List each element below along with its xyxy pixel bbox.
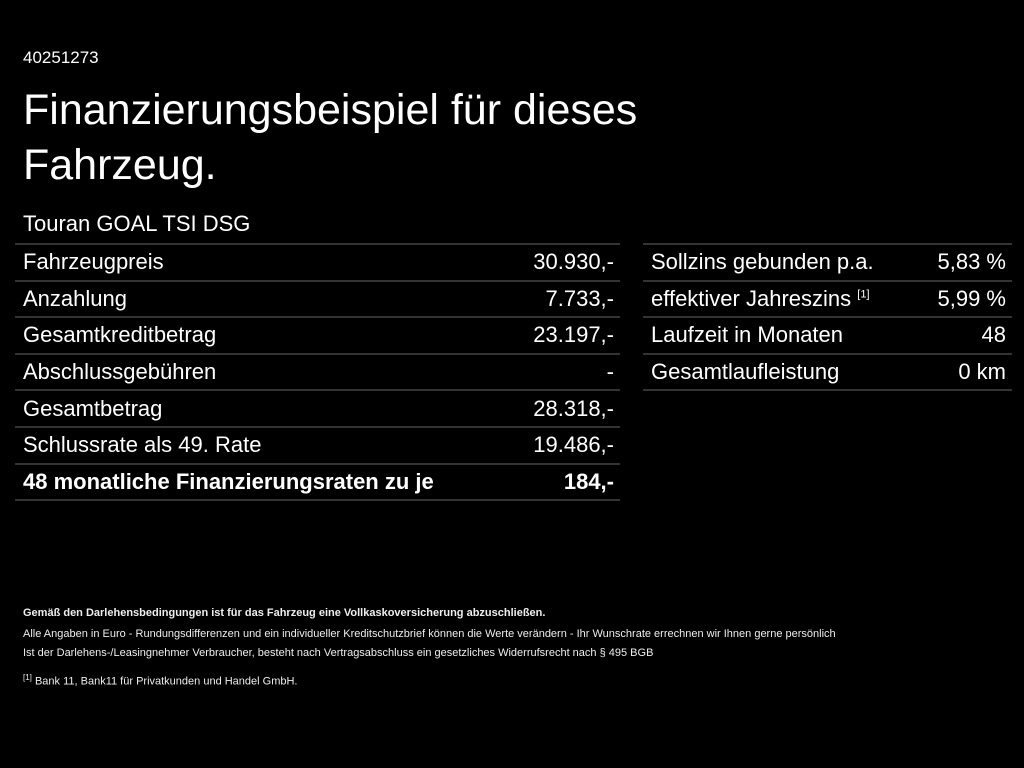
label-text: Schlussrate als 49. Rate [23,432,262,458]
row-value: 184,- [563,468,614,494]
row-label: Abschlussgebühren [23,359,216,385]
label-text: 48 monatliche Finanzierungsraten zu je [23,468,434,494]
label-text: Anzahlung [23,285,127,311]
label-text: Gesamtkreditbetrag [23,322,217,348]
row-label: Laufzeit in Monaten [651,322,843,348]
label-text: Gesamtbetrag [23,395,163,421]
row-label: Gesamtkreditbetrag [23,322,216,348]
table-row: Sollzins gebunden p.a. 5,83 % [643,243,1012,280]
label-text: Sollzins gebunden p.a. [651,249,874,275]
table-row: Anzahlung 7.733,- [15,279,620,317]
footnote: [1] Bank 11, Bank11 für Privatkunden und… [23,673,298,688]
row-value: 19.486,- [533,432,614,458]
row-label: Sollzins gebunden p.a. [651,249,874,275]
label-text: Gesamtlaufleistung [651,359,840,385]
row-value: 23.197,- [533,322,614,348]
footnote-ref: [1] [857,288,870,301]
row-label: Schlussrate als 49. Rate [23,432,261,458]
table-row: Gesamtbetrag 28.318,- [15,389,620,426]
row-value: - [606,359,614,385]
insurance-note: Gemäß den Darlehensbedingungen ist für d… [23,607,546,619]
row-value: 28.318,- [533,395,614,421]
row-label: Fahrzeugpreis [23,249,164,275]
title: Finanzierungsbeispiel für dieses [23,86,638,134]
model-name: Touran GOAL TSI DSG [23,211,251,236]
table-row: Abschlussgebühren - [15,352,620,390]
vehicle-id: 40251273 [23,48,99,67]
rate-table: Sollzins gebunden p.a. 5,83 % effektiver J… [643,243,1012,392]
row-label: Gesamtlaufleistung [651,359,839,385]
row-value: 0 km [958,359,1006,385]
table-row: 48 monatliche Finanzierungsraten zu je 18… [15,462,620,502]
finance-table: Fahrzeugpreis 30.930,- Anzahlung 7.733,- Ges… [15,243,620,502]
table-row: Gesamtlaufleistung 0 km [643,352,1012,392]
label-text: Laufzeit in Monaten [651,322,844,348]
footer-line: Ist der Darlehens-/Leasingnehmer Verbrau… [23,647,654,659]
row-label: effektiver Jahreszins [1] [651,286,870,312]
label-text: Fahrzeugpreis [23,249,164,275]
label-text: effektiver Jahreszins [651,285,852,311]
row-value: 7.733,- [545,285,615,311]
footer-line: Alle Angaben in Euro - Rundungsdifferenz… [23,628,836,640]
row-value: 5,99 % [937,285,1007,311]
row-value: 30.930,- [533,249,614,275]
row-label: Gesamtbetrag [23,396,162,422]
table-row: Fahrzeugpreis 30.930,- [15,243,620,280]
table-row: Schlussrate als 49. Rate 19.486,- [15,425,620,463]
row-value: 5,83 % [937,249,1007,275]
footnote-text: Bank 11, Bank11 für Privatkunden und Han… [34,675,298,688]
table-row: Gesamtkreditbetrag 23.197,- [15,316,620,353]
title: Fahrzeug. [23,141,217,189]
footnote-marker: [1] [23,673,32,682]
table-row: Laufzeit in Monaten 48 [643,316,1012,353]
table-row: effektiver Jahreszins [1] 5,99 % [643,279,1012,317]
label-text: Abschlussgebühren [23,359,217,385]
row-label: 48 monatliche Finanzierungsraten zu je [23,469,434,495]
row-label: Anzahlung [23,286,127,312]
row-value: 48 [981,322,1006,348]
